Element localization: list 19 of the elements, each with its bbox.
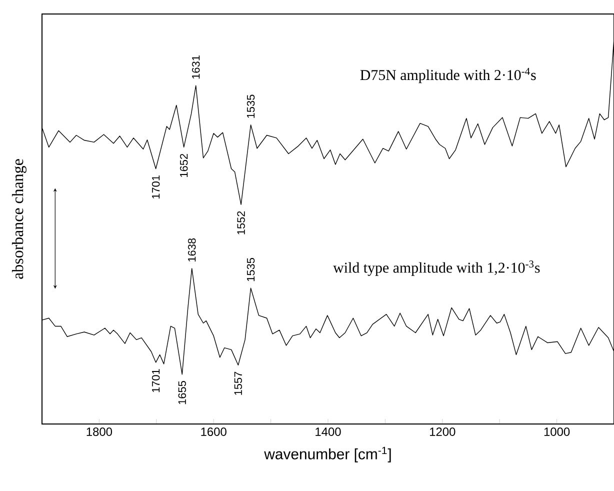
annotation: 1701 (152, 369, 160, 392)
annotation: 1701 (152, 175, 160, 199)
x-tick-label: 1200 (430, 428, 456, 436)
annotation: 1631 (192, 56, 200, 79)
y-axis-title: absorbance change (12, 159, 26, 279)
text: D75N amplitude with 2·10$^{-4}$s (360, 68, 536, 84)
x-axis-title: wavenumber [cm$^{-1}$] (264, 446, 391, 462)
text: wild type amplitude with 1,2·10$^{-3}$s (333, 260, 540, 276)
x-tick-label: 1400 (316, 428, 341, 436)
annotation: 1535 (246, 94, 255, 118)
annotation: 1638 (188, 238, 196, 262)
x-tick-label: 1800 (86, 428, 112, 436)
annotation: 1552 (237, 211, 245, 234)
annotation: 1557 (234, 372, 242, 395)
annotation: 1655 (178, 381, 186, 404)
annotation: 1652 (180, 154, 188, 177)
annotation: 1535 (246, 258, 255, 282)
x-tick-label: 1600 (201, 428, 226, 436)
x-tick-label: 1000 (544, 428, 570, 436)
